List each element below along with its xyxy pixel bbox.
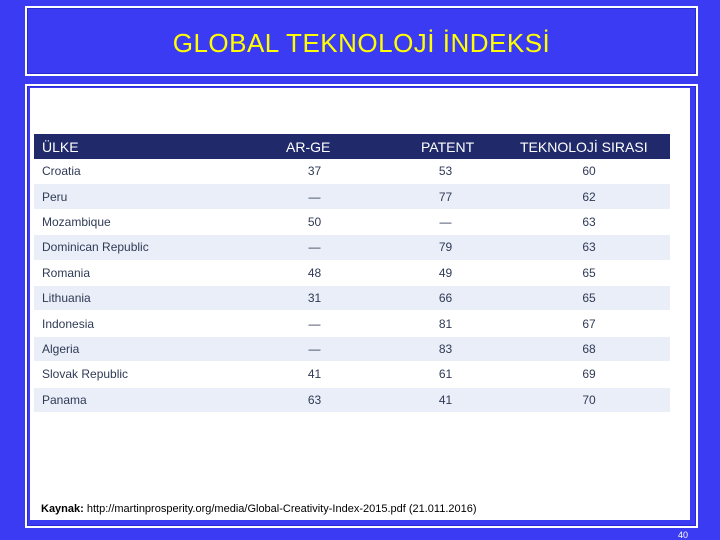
rank-cell: 68 <box>508 336 670 363</box>
patent-cell: 83 <box>383 336 508 363</box>
country-cell: Peru <box>34 183 246 210</box>
title-frame: GLOBAL TEKNOLOJİ İNDEKSİ <box>25 6 698 76</box>
rank-cell: 62 <box>508 183 670 210</box>
table-row: Algeria — 83 68 <box>34 336 670 363</box>
patent-cell: 66 <box>383 285 508 312</box>
table-row: Slovak Republic 41 61 69 <box>34 361 670 388</box>
country-cell: Lithuania <box>34 285 246 312</box>
country-cell: Panama <box>34 387 246 413</box>
table-row: Peru — 77 62 <box>34 183 670 210</box>
patent-cell: 77 <box>383 183 508 210</box>
patent-cell: 53 <box>383 159 508 185</box>
patent-cell: — <box>383 209 508 236</box>
header-tech-rank: TEKNOLOJİ SIRASI <box>508 134 670 159</box>
rd-cell: — <box>246 310 383 337</box>
rank-cell: 63 <box>508 234 670 261</box>
table-row: Croatia 37 53 60 <box>34 159 670 185</box>
rd-cell: — <box>246 234 383 261</box>
table-row: Mozambique 50 — 63 <box>34 209 670 236</box>
technology-index-table: ÜLKE AR-GE PATENT TEKNOLOJİ SIRASI Croat… <box>34 134 670 413</box>
country-cell: Romania <box>34 260 246 286</box>
rd-cell: — <box>246 336 383 363</box>
source-citation: Kaynak: http://martinprosperity.org/medi… <box>41 503 477 515</box>
table-row: Dominican Republic — 79 63 <box>34 234 670 261</box>
country-cell: Algeria <box>34 336 246 363</box>
table-row: Indonesia — 81 67 <box>34 310 670 337</box>
rd-cell: — <box>246 183 383 210</box>
rd-cell: 31 <box>246 285 383 312</box>
country-cell: Slovak Republic <box>34 361 246 388</box>
table-row: Romania 48 49 65 <box>34 260 670 286</box>
table-row: Panama 63 41 70 <box>34 387 670 413</box>
page-number: 40 <box>677 530 688 540</box>
source-label: Kaynak: <box>41 503 84 515</box>
country-cell: Croatia <box>34 159 246 185</box>
patent-cell: 41 <box>383 387 508 413</box>
header-patent: PATENT <box>383 134 508 159</box>
country-cell: Mozambique <box>34 209 246 236</box>
rd-cell: 41 <box>246 361 383 388</box>
header-rd: AR-GE <box>246 134 383 159</box>
country-cell: Dominican Republic <box>34 234 246 261</box>
header-country: ÜLKE <box>34 134 246 159</box>
rank-cell: 60 <box>508 159 670 185</box>
rank-cell: 70 <box>508 387 670 413</box>
table-row: Lithuania 31 66 65 <box>34 285 670 312</box>
source-text: http://martinprosperity.org/media/Global… <box>83 503 477 515</box>
rank-cell: 65 <box>508 285 670 312</box>
rank-cell: 69 <box>508 361 670 388</box>
content-frame <box>25 84 698 528</box>
patent-cell: 79 <box>383 234 508 261</box>
rd-cell: 50 <box>246 209 383 236</box>
patent-cell: 49 <box>383 260 508 286</box>
rank-cell: 65 <box>508 260 670 286</box>
rd-cell: 37 <box>246 159 383 185</box>
patent-cell: 81 <box>383 310 508 337</box>
rank-cell: 67 <box>508 310 670 337</box>
table-header-row: ÜLKE AR-GE PATENT TEKNOLOJİ SIRASI <box>34 134 670 159</box>
slide-title: GLOBAL TEKNOLOJİ İNDEKSİ <box>172 28 551 58</box>
country-cell: Indonesia <box>34 310 246 337</box>
rd-cell: 63 <box>246 387 383 413</box>
patent-cell: 61 <box>383 361 508 388</box>
rd-cell: 48 <box>246 260 383 286</box>
rank-cell: 63 <box>508 209 670 236</box>
